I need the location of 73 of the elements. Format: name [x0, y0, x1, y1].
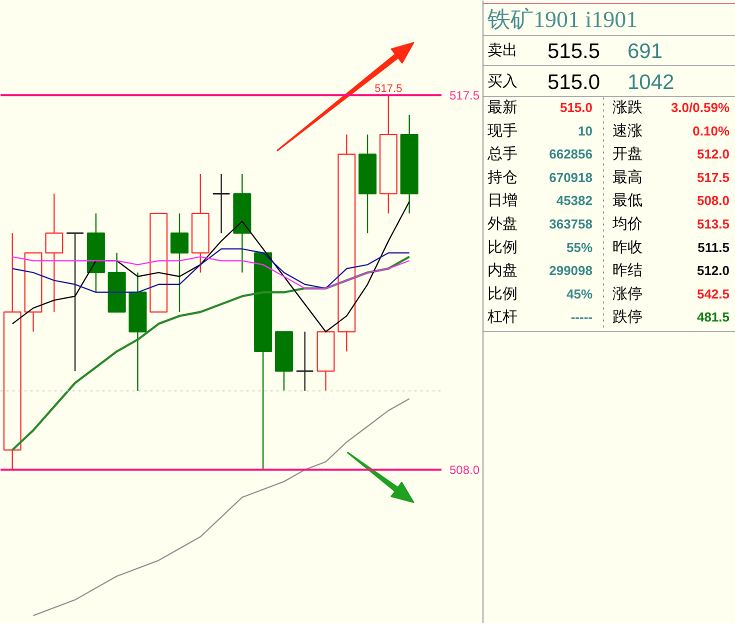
- candlestick: [358, 134, 377, 234]
- candlestick: [400, 114, 418, 214]
- annotation: 517.5: [374, 83, 402, 96]
- text: 速涨: [612, 122, 642, 140]
- text: 513.5: [696, 216, 730, 232]
- text: 外盘: [488, 216, 518, 232]
- text: 日增: [488, 192, 518, 210]
- text: 3.0/0.59%: [670, 100, 730, 115]
- text: 363758: [549, 216, 593, 232]
- text: 45382: [556, 193, 593, 208]
- candlestick: [254, 252, 272, 470]
- text: 670918: [549, 170, 593, 185]
- line-series: [12, 248, 410, 293]
- candlestick: [66, 232, 84, 372]
- line-series: [32, 398, 410, 616]
- candlestick: [86, 212, 105, 293]
- text: 45%: [566, 286, 593, 302]
- text: 542.5: [696, 286, 730, 302]
- candlestick: [212, 173, 230, 234]
- text: 515.5: [548, 40, 600, 63]
- text: 481.5: [696, 310, 730, 325]
- text: 卖出: [488, 42, 518, 59]
- text: 比例: [488, 285, 518, 302]
- text: 1042: [628, 71, 674, 94]
- line-series: [11, 256, 410, 452]
- text: 开盘: [612, 146, 642, 163]
- candlestick: [150, 212, 168, 313]
- candlestick: [296, 331, 314, 392]
- text: 现手: [488, 122, 518, 140]
- text: 最高: [612, 168, 642, 186]
- text: 跌停: [612, 308, 642, 326]
- text: 0.10%: [692, 123, 730, 138]
- text: 512.0: [696, 146, 730, 162]
- text: 昨结: [612, 262, 642, 280]
- text: 515.0: [560, 100, 593, 115]
- candlestick: [316, 331, 335, 392]
- text: 持仓: [488, 168, 518, 186]
- candlestick: [128, 272, 147, 392]
- text: 508.0: [696, 193, 730, 208]
- line-series: [12, 256, 410, 289]
- text: 662856: [549, 146, 593, 162]
- candlestick: [108, 252, 126, 313]
- text: 最新: [488, 99, 518, 116]
- text: 昨收: [612, 238, 642, 256]
- text: 55%: [566, 240, 593, 255]
- text: 内盘: [488, 262, 518, 280]
- text: 517.5: [696, 170, 730, 185]
- text: 涨跌: [612, 99, 642, 116]
- text: 均价: [612, 216, 642, 232]
- text: 512.0: [696, 263, 730, 278]
- line-series: [12, 200, 410, 332]
- candlestick: [274, 331, 293, 392]
- text: 铁矿1901 i1901: [486, 7, 638, 32]
- text: 买入: [488, 73, 518, 90]
- candlestick: [191, 173, 210, 274]
- candlestick: [24, 252, 42, 332]
- candlestick: [170, 212, 189, 313]
- text: 杠杆: [486, 308, 518, 326]
- text: 691: [628, 40, 663, 63]
- text: 最低: [612, 192, 642, 210]
- text: 515.0: [548, 71, 600, 94]
- text: 10: [578, 123, 593, 138]
- text: 299098: [549, 263, 593, 278]
- candlestick: [233, 173, 252, 274]
- candlestick: [338, 134, 356, 352]
- text: 比例: [488, 238, 518, 256]
- text: 涨停: [612, 285, 642, 302]
- candlestick: [45, 193, 64, 313]
- candlestick: [379, 94, 398, 214]
- text: 511.5: [698, 240, 730, 255]
- text: -----: [570, 310, 593, 325]
- text: 总手: [486, 146, 518, 163]
- candlestick: [3, 232, 22, 470]
